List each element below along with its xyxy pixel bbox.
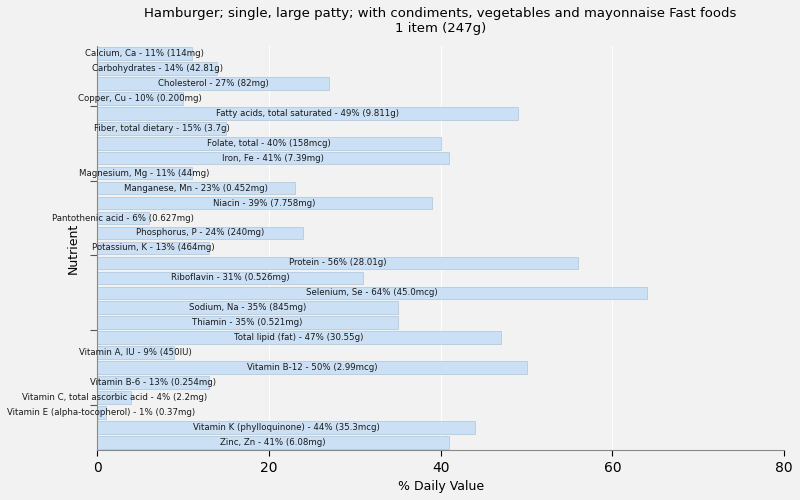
Y-axis label: Nutrient: Nutrient <box>66 222 80 274</box>
Bar <box>97 346 174 359</box>
Bar <box>97 212 149 224</box>
Bar <box>97 436 450 449</box>
Bar <box>97 286 647 299</box>
Text: Total lipid (fat) - 47% (30.55g): Total lipid (fat) - 47% (30.55g) <box>234 334 364 342</box>
Text: Fatty acids, total saturated - 49% (9.811g): Fatty acids, total saturated - 49% (9.81… <box>216 108 399 118</box>
Bar <box>97 92 183 104</box>
Bar <box>97 406 106 419</box>
Text: Vitamin B-6 - 13% (0.254mg): Vitamin B-6 - 13% (0.254mg) <box>90 378 216 387</box>
Text: Cholesterol - 27% (82mg): Cholesterol - 27% (82mg) <box>158 79 269 88</box>
Text: Phosphorus, P - 24% (240mg): Phosphorus, P - 24% (240mg) <box>136 228 264 237</box>
Text: Niacin - 39% (7.758mg): Niacin - 39% (7.758mg) <box>214 198 316 207</box>
Bar <box>97 242 209 254</box>
Text: Sodium, Na - 35% (845mg): Sodium, Na - 35% (845mg) <box>189 304 306 312</box>
Bar <box>97 166 192 179</box>
Text: Zinc, Zn - 41% (6.08mg): Zinc, Zn - 41% (6.08mg) <box>221 438 326 447</box>
Text: Potassium, K - 13% (464mg): Potassium, K - 13% (464mg) <box>92 244 214 252</box>
Text: Protein - 56% (28.01g): Protein - 56% (28.01g) <box>289 258 386 268</box>
Text: Copper, Cu - 10% (0.200mg): Copper, Cu - 10% (0.200mg) <box>78 94 202 102</box>
Text: Vitamin E (alpha-tocopherol) - 1% (0.37mg): Vitamin E (alpha-tocopherol) - 1% (0.37m… <box>7 408 195 417</box>
Bar <box>97 122 226 134</box>
Bar <box>97 47 192 60</box>
Bar <box>97 256 578 270</box>
Text: Vitamin A, IU - 9% (450IU): Vitamin A, IU - 9% (450IU) <box>79 348 192 358</box>
Text: Manganese, Mn - 23% (0.452mg): Manganese, Mn - 23% (0.452mg) <box>124 184 268 192</box>
Text: Vitamin K (phylloquinone) - 44% (35.3mcg): Vitamin K (phylloquinone) - 44% (35.3mcg… <box>193 423 379 432</box>
Bar <box>97 107 518 120</box>
Text: Selenium, Se - 64% (45.0mcg): Selenium, Se - 64% (45.0mcg) <box>306 288 438 298</box>
Bar <box>97 272 363 284</box>
Bar <box>97 376 209 389</box>
Text: Folate, total - 40% (158mcg): Folate, total - 40% (158mcg) <box>207 138 330 147</box>
Text: Thiamin - 35% (0.521mg): Thiamin - 35% (0.521mg) <box>192 318 302 328</box>
Bar <box>97 422 475 434</box>
Bar <box>97 196 432 209</box>
Bar <box>97 392 131 404</box>
Text: Pantothenic acid - 6% (0.627mg): Pantothenic acid - 6% (0.627mg) <box>52 214 194 222</box>
Bar <box>97 332 501 344</box>
Text: Carbohydrates - 14% (42.81g): Carbohydrates - 14% (42.81g) <box>92 64 222 73</box>
Text: Iron, Fe - 41% (7.39mg): Iron, Fe - 41% (7.39mg) <box>222 154 324 162</box>
X-axis label: % Daily Value: % Daily Value <box>398 480 484 493</box>
Bar <box>97 362 526 374</box>
Bar <box>97 316 398 329</box>
Text: Riboflavin - 31% (0.526mg): Riboflavin - 31% (0.526mg) <box>171 274 290 282</box>
Text: Fiber, total dietary - 15% (3.7g): Fiber, total dietary - 15% (3.7g) <box>94 124 230 132</box>
Bar <box>97 137 441 149</box>
Bar <box>97 62 218 74</box>
Text: Vitamin C, total ascorbic acid - 4% (2.2mg): Vitamin C, total ascorbic acid - 4% (2.2… <box>22 393 207 402</box>
Bar <box>97 226 303 239</box>
Text: Vitamin B-12 - 50% (2.99mcg): Vitamin B-12 - 50% (2.99mcg) <box>246 363 377 372</box>
Text: Calcium, Ca - 11% (114mg): Calcium, Ca - 11% (114mg) <box>85 49 204 58</box>
Text: Magnesium, Mg - 11% (44mg): Magnesium, Mg - 11% (44mg) <box>79 168 210 177</box>
Title: Hamburger; single, large patty; with condiments, vegetables and mayonnaise Fast : Hamburger; single, large patty; with con… <box>145 7 737 35</box>
Bar <box>97 152 450 164</box>
Bar <box>97 302 398 314</box>
Bar <box>97 77 329 90</box>
Bar <box>97 182 294 194</box>
